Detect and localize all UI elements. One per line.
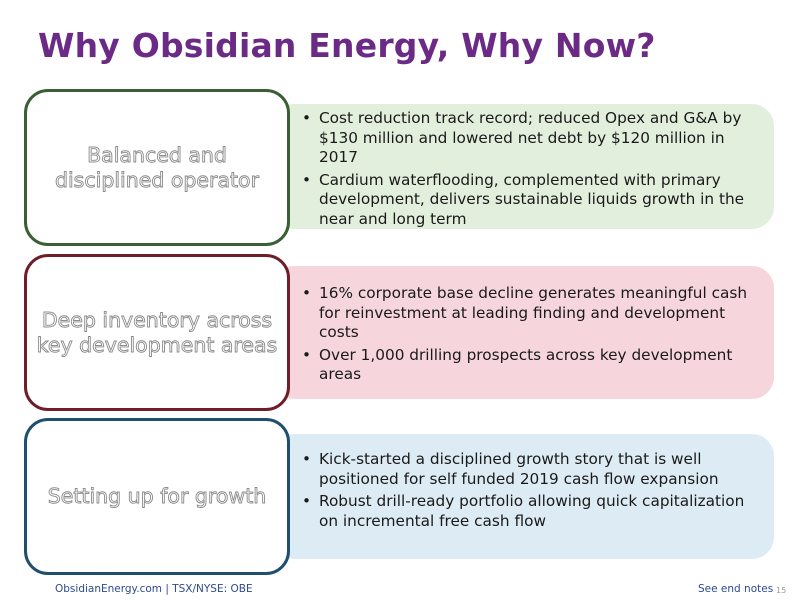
bullets-growth: Kick-started a disciplined growth story … — [302, 450, 764, 534]
bullets-operator: Cost reduction track record; reduced Ope… — [302, 109, 764, 232]
label-operator: Balanced and disciplined operator — [54, 142, 260, 192]
bullet-item: 16% corporate base decline generates mea… — [302, 284, 764, 343]
label-inventory: Deep inventory across key development ar… — [36, 307, 278, 357]
bullet-item: Kick-started a disciplined growth story … — [302, 450, 764, 489]
box-inventory: Deep inventory across key development ar… — [24, 254, 290, 411]
bullet-item: Robust drill-ready portfolio allowing qu… — [302, 492, 764, 531]
bullet-item: Over 1,000 drilling prospects across key… — [302, 346, 764, 385]
box-operator: Balanced and disciplined operator — [24, 89, 290, 246]
label-growth: Setting up for growth — [47, 484, 267, 509]
box-growth: Setting up for growth — [24, 418, 290, 575]
footer-website: ObsidianEnergy.com | TSX/NYSE: OBE — [55, 583, 253, 595]
bullet-item: Cost reduction track record; reduced Ope… — [302, 109, 764, 168]
bullets-inventory: 16% corporate base decline generates mea… — [302, 284, 764, 388]
footer-end-notes: See end notes — [698, 583, 774, 595]
page-title: Why Obsidian Energy, Why Now? — [38, 26, 656, 65]
bullet-item: Cardium waterflooding, complemented with… — [302, 171, 764, 230]
page-number: 15 — [776, 586, 787, 595]
